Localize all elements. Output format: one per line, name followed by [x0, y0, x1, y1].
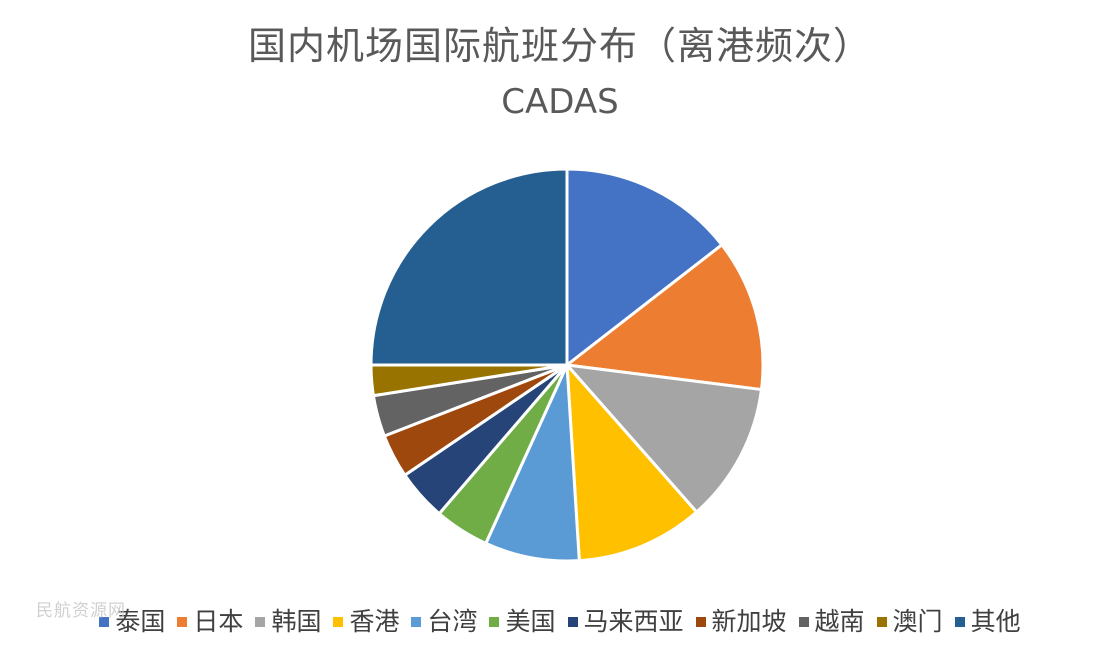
legend-item-7: 新加坡	[695, 606, 787, 638]
legend-swatch	[411, 617, 422, 627]
legend-label: 马来西亚	[583, 607, 684, 636]
legend-swatch	[333, 617, 344, 627]
legend-swatch	[99, 617, 110, 627]
legend-swatch	[489, 617, 500, 627]
legend-label: 其他	[970, 607, 1021, 636]
legend-label: 泰国	[115, 607, 166, 636]
legend-label: 澳门	[892, 607, 943, 636]
legend-item-2: 韩国	[255, 606, 321, 638]
pie-slice-10	[369, 167, 569, 367]
chart-subtitle: CADAS	[501, 82, 619, 122]
legend-item-3: 香港	[333, 606, 399, 638]
legend-label: 美国	[505, 607, 556, 636]
chart-legend: 泰国 日本 韩国 香港 台湾 美国 马来西亚 新加坡 越南 澳门 其他	[0, 602, 1120, 642]
legend-label: 香港	[349, 607, 400, 636]
legend-swatch	[876, 617, 887, 627]
legend-item-4: 台湾	[411, 606, 477, 638]
legend-item-9: 澳门	[876, 606, 943, 638]
legend-label: 台湾	[427, 607, 478, 636]
legend-swatch	[177, 617, 188, 627]
legend-item-5: 美国	[489, 606, 556, 638]
pie-slice-4	[484, 363, 581, 563]
legend-item-0: 泰国	[99, 606, 165, 638]
legend-label: 日本	[193, 607, 244, 636]
legend-swatch	[695, 617, 706, 627]
watermark: 民航资源网	[36, 601, 126, 621]
pie-slice-2	[565, 363, 763, 514]
pie-slice-1	[565, 243, 765, 392]
legend-label: 新加坡	[711, 607, 787, 636]
pie-slice-0	[565, 167, 724, 367]
legend-swatch	[567, 617, 578, 627]
legend-swatch	[798, 617, 809, 627]
legend-item-10: 其他	[954, 606, 1021, 638]
chart-title: 国内机场国际航班分布（离港频次）	[247, 24, 872, 68]
legend-label: 韩国	[271, 607, 322, 636]
legend-swatch	[255, 617, 266, 627]
legend-swatch	[954, 617, 965, 627]
pie-slice-3	[565, 363, 699, 563]
legend-item-8: 越南	[798, 606, 865, 638]
legend-item-1: 日本	[177, 606, 243, 638]
legend-label: 越南	[814, 607, 865, 636]
legend-item-6: 马来西亚	[567, 606, 684, 638]
